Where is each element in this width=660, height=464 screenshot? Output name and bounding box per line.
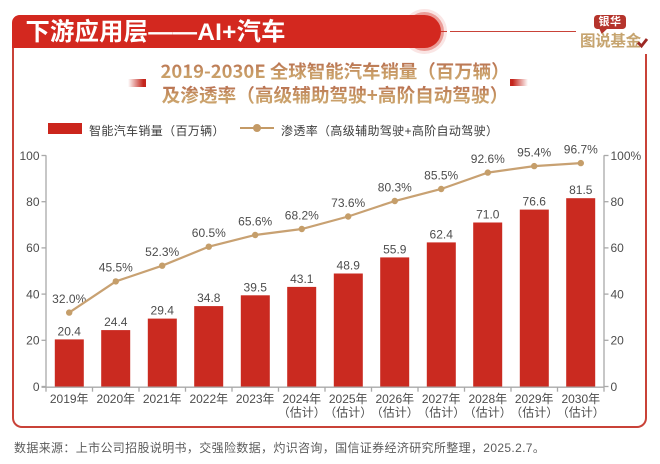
svg-text:80: 80 <box>611 195 625 209</box>
svg-text:29.4: 29.4 <box>151 304 175 318</box>
svg-text:32.0%: 32.0% <box>52 292 86 306</box>
svg-text:80: 80 <box>26 195 40 209</box>
svg-text:2026年: 2026年 <box>375 392 414 406</box>
svg-text:68.2%: 68.2% <box>285 208 319 222</box>
svg-text:55.9: 55.9 <box>383 242 407 256</box>
svg-text:40: 40 <box>611 287 625 301</box>
svg-text:39.5: 39.5 <box>244 280 268 294</box>
svg-text:43.1: 43.1 <box>290 272 314 286</box>
svg-text:76.6: 76.6 <box>523 195 547 209</box>
svg-text:100%: 100% <box>611 149 642 163</box>
svg-text:71.0: 71.0 <box>476 208 500 222</box>
svg-text:2027年: 2027年 <box>422 392 461 406</box>
svg-text:2019年: 2019年 <box>50 392 89 406</box>
svg-text:（估计）: （估计） <box>278 406 326 420</box>
svg-text:80.3%: 80.3% <box>378 180 412 194</box>
svg-text:48.9: 48.9 <box>337 259 361 273</box>
svg-text:20.4: 20.4 <box>58 324 82 338</box>
svg-text:85.5%: 85.5% <box>424 168 458 182</box>
svg-text:96.7%: 96.7% <box>564 142 598 156</box>
svg-text:100: 100 <box>19 149 39 163</box>
svg-text:24.4: 24.4 <box>104 315 128 329</box>
svg-text:0: 0 <box>33 380 40 394</box>
svg-text:45.5%: 45.5% <box>99 261 133 275</box>
svg-text:73.6%: 73.6% <box>331 196 365 210</box>
svg-text:（估计）: （估计） <box>557 406 605 420</box>
svg-text:34.8: 34.8 <box>197 291 221 305</box>
svg-text:2030年: 2030年 <box>561 392 600 406</box>
svg-text:52.3%: 52.3% <box>145 245 179 259</box>
svg-text:81.5: 81.5 <box>569 183 593 197</box>
svg-text:2029年: 2029年 <box>515 392 554 406</box>
svg-text:（估计）: （估计） <box>371 406 419 420</box>
svg-text:65.6%: 65.6% <box>238 214 272 228</box>
svg-text:60: 60 <box>611 241 625 255</box>
svg-text:92.6%: 92.6% <box>471 152 505 166</box>
svg-text:20: 20 <box>26 334 40 348</box>
svg-text:2022年: 2022年 <box>189 392 228 406</box>
svg-text:2024年: 2024年 <box>282 392 321 406</box>
svg-text:62.4: 62.4 <box>430 227 454 241</box>
svg-text:（估计）: （估计） <box>464 406 512 420</box>
svg-text:40: 40 <box>26 287 40 301</box>
svg-text:2020年: 2020年 <box>96 392 135 406</box>
svg-text:2028年: 2028年 <box>468 392 507 406</box>
svg-text:0: 0 <box>611 380 618 394</box>
svg-text:2023年: 2023年 <box>236 392 275 406</box>
svg-text:60: 60 <box>26 241 40 255</box>
svg-text:95.4%: 95.4% <box>517 145 551 159</box>
svg-text:60.5%: 60.5% <box>192 226 226 240</box>
svg-text:2021年: 2021年 <box>143 392 182 406</box>
svg-text:（估计）: （估计） <box>417 406 465 420</box>
svg-text:2025年: 2025年 <box>329 392 368 406</box>
svg-text:20: 20 <box>611 334 625 348</box>
svg-text:（估计）: （估计） <box>510 406 558 420</box>
svg-text:（估计）: （估计） <box>324 406 372 420</box>
